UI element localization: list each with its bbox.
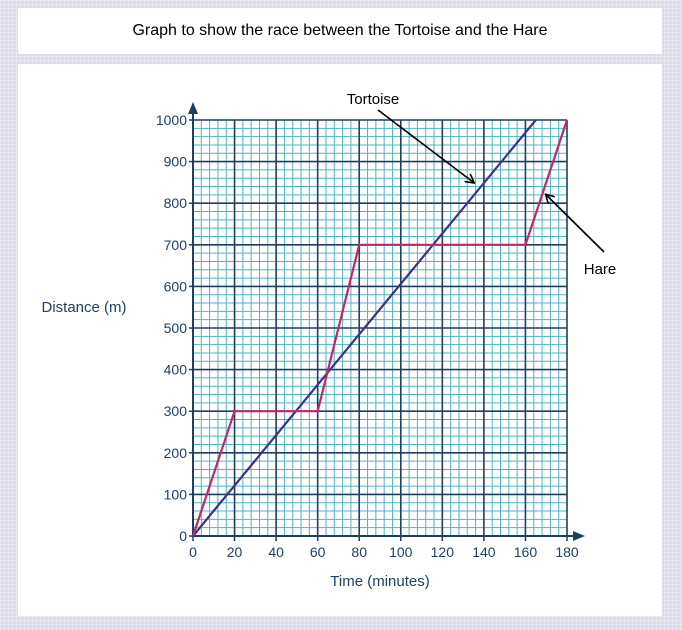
y-tick-label: 300 xyxy=(164,403,188,419)
x-tick-label: 40 xyxy=(268,544,284,560)
y-tick-label: 0 xyxy=(179,528,187,544)
tick-labels: 0 20 40 60 80 100 120 140 160 180 0 100 200 300 400 500… xyxy=(156,112,579,560)
series-lines xyxy=(191,119,569,537)
annotation-label-hare: Hare xyxy=(584,261,617,278)
x-tick-label: 140 xyxy=(472,544,496,560)
y-tick-label: 200 xyxy=(164,445,188,461)
y-tick-label: 500 xyxy=(164,320,188,336)
series-line-hare xyxy=(191,119,569,537)
major-gridlines xyxy=(192,119,568,537)
y-tick-label: 800 xyxy=(164,195,188,211)
y-axis-arrow-icon xyxy=(188,102,198,114)
x-tick-label: 120 xyxy=(431,544,455,560)
x-tick-label: 180 xyxy=(555,544,579,560)
y-tick-label: 100 xyxy=(164,486,188,502)
y-tick-label: 600 xyxy=(164,278,188,294)
annotation-arrow-hare xyxy=(546,195,605,253)
x-tick-label: 20 xyxy=(227,544,243,560)
chart-title: Graph to show the race between the Torto… xyxy=(132,22,548,39)
x-axis-arrow-icon xyxy=(573,531,585,541)
y-tick-label: 400 xyxy=(164,362,188,378)
x-tick-label: 60 xyxy=(310,544,326,560)
y-tick-label: 1000 xyxy=(156,112,187,128)
x-tick-label: 0 xyxy=(189,544,197,560)
y-tick-label: 900 xyxy=(164,154,188,170)
series-line-tortoise xyxy=(192,119,537,537)
x-tick-label: 160 xyxy=(514,544,538,560)
axes xyxy=(188,102,585,541)
annotations: Tortoise Hare xyxy=(347,91,617,278)
x-axis-title: Time (minutes) xyxy=(330,573,429,590)
annotation-label-tortoise: Tortoise xyxy=(347,91,400,108)
x-tick-label: 100 xyxy=(389,544,413,560)
annotation-arrow-tortoise xyxy=(377,109,474,182)
y-tick-label: 700 xyxy=(164,237,188,253)
y-axis-title: Distance (m) xyxy=(41,299,126,316)
x-tick-label: 80 xyxy=(351,544,367,560)
chart-title-box: Graph to show the race between the Torto… xyxy=(18,8,662,54)
